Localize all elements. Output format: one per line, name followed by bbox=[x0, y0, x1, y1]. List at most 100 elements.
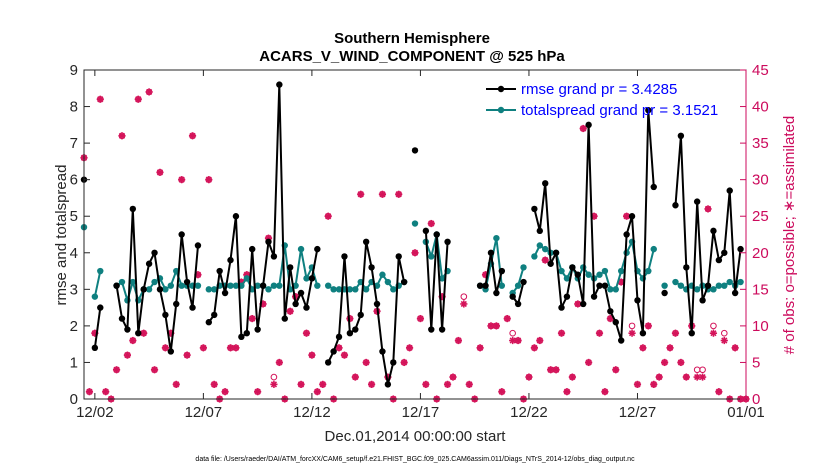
rmse-point bbox=[373, 300, 381, 308]
obs-assimilated-marker bbox=[362, 358, 370, 367]
obs-possible-marker bbox=[720, 329, 728, 337]
obs-assimilated-marker bbox=[443, 380, 452, 388]
rmse-point bbox=[704, 282, 712, 289]
totalspread-point bbox=[346, 286, 354, 293]
obs-assimilated-marker bbox=[221, 388, 229, 396]
legend-rmse-label: rmse grand pr = 3.4285 bbox=[521, 81, 677, 98]
totalspread-point bbox=[384, 278, 392, 286]
obs-assimilated-marker bbox=[454, 336, 463, 345]
obs-assimilated-marker bbox=[400, 358, 408, 367]
totalspread-point bbox=[205, 286, 213, 293]
obs-assimilated-marker bbox=[574, 300, 582, 308]
totalspread-point bbox=[297, 245, 305, 253]
rmse-point bbox=[428, 326, 435, 333]
rmse-point bbox=[645, 107, 652, 114]
obs-assimilated-marker bbox=[666, 344, 674, 352]
rmse-point bbox=[623, 231, 630, 238]
obs-assimilated-marker bbox=[150, 366, 159, 374]
y-tick-label: 4 bbox=[70, 245, 78, 262]
obs-assimilated-marker bbox=[704, 205, 712, 213]
totalspread-point bbox=[167, 282, 175, 289]
y-tick-label: 2 bbox=[70, 318, 78, 335]
obs-assimilated-marker bbox=[698, 373, 707, 381]
totalspread-point bbox=[178, 282, 185, 289]
rmse-point bbox=[297, 289, 305, 297]
totalspread-line bbox=[93, 270, 102, 297]
obs-assimilated-marker bbox=[465, 380, 473, 388]
totalspread-point bbox=[227, 282, 234, 289]
rmse-point bbox=[661, 289, 668, 297]
rmse-point bbox=[433, 231, 440, 238]
x-tick-label: 01/01 bbox=[727, 404, 765, 421]
totalspread-point bbox=[151, 278, 158, 286]
rmse-point bbox=[151, 249, 158, 256]
obs-assimilated-marker bbox=[102, 388, 110, 396]
rmse-point bbox=[173, 300, 180, 308]
rmse-point bbox=[726, 187, 733, 194]
obs-assimilated-marker bbox=[720, 336, 728, 345]
obs-assimilated-marker bbox=[476, 344, 484, 352]
totalspread-point bbox=[265, 286, 272, 293]
y-tick-label: 6 bbox=[70, 172, 78, 189]
obs-assimilated-marker bbox=[644, 322, 652, 330]
obs-assimilated-marker bbox=[661, 358, 669, 367]
totalspread-point bbox=[672, 278, 679, 286]
obs-assimilated-marker bbox=[319, 380, 327, 388]
totalspread-point bbox=[194, 282, 202, 289]
rmse-point bbox=[596, 282, 603, 289]
rmse-point bbox=[476, 282, 484, 289]
rmse-point bbox=[677, 132, 685, 139]
rmse-point bbox=[270, 253, 278, 260]
obs-assimilated-marker bbox=[324, 212, 332, 220]
rmse-point bbox=[438, 326, 446, 333]
totalspread-point bbox=[97, 267, 104, 275]
obs-assimilated-marker bbox=[199, 344, 207, 352]
totalspread-point bbox=[498, 282, 506, 289]
totalspread-point bbox=[645, 267, 652, 275]
obs-assimilated-marker bbox=[709, 329, 718, 337]
obs-assimilated-marker bbox=[585, 358, 593, 367]
totalspread-point bbox=[617, 267, 625, 275]
obs-assimilated-marker bbox=[286, 307, 294, 315]
obs-assimilated-marker bbox=[367, 380, 376, 388]
obs-assimilated-marker bbox=[405, 344, 414, 352]
rmse-point bbox=[411, 147, 419, 154]
rmse-point bbox=[710, 227, 717, 235]
obs-assimilated-marker bbox=[183, 351, 191, 359]
x-tick-label: 12/22 bbox=[510, 404, 548, 421]
rmse-point bbox=[520, 278, 527, 286]
rmse-point bbox=[731, 289, 739, 297]
obs-assimilated-marker bbox=[655, 373, 663, 381]
rmse-point bbox=[249, 245, 256, 253]
obs-assimilated-marker bbox=[514, 336, 522, 345]
obs-assimilated-marker bbox=[601, 388, 609, 396]
rmse-point bbox=[265, 238, 272, 246]
rmse-point bbox=[563, 293, 571, 300]
rmse-point bbox=[693, 198, 701, 205]
totalspread-point bbox=[390, 286, 397, 293]
rmse-line bbox=[115, 207, 199, 353]
y-right-tick-label: 10 bbox=[752, 318, 769, 335]
obs-assimilated-marker bbox=[85, 388, 94, 396]
rmse-point bbox=[574, 271, 581, 278]
rmse-point bbox=[183, 278, 191, 286]
rmse-point bbox=[357, 311, 364, 319]
rmse-point bbox=[314, 245, 321, 253]
rmse-point bbox=[395, 253, 402, 260]
totalspread-point bbox=[650, 245, 657, 253]
totalspread-point bbox=[162, 286, 169, 293]
totalspread-point bbox=[710, 286, 717, 293]
totalspread-point bbox=[563, 275, 571, 282]
rmse-point bbox=[205, 319, 213, 326]
totalspread-point bbox=[721, 282, 728, 289]
totalspread-point bbox=[303, 275, 310, 282]
totalspread-point bbox=[276, 282, 283, 289]
y-right-tick-label: 40 bbox=[752, 99, 769, 116]
rmse-point bbox=[227, 256, 234, 264]
obs-possible-marker bbox=[509, 329, 516, 337]
obs-assimilated-marker bbox=[172, 380, 180, 388]
rmse-point bbox=[238, 333, 245, 341]
rmse-point bbox=[178, 231, 185, 238]
rmse-point bbox=[482, 282, 489, 289]
rmse-point bbox=[650, 183, 657, 191]
